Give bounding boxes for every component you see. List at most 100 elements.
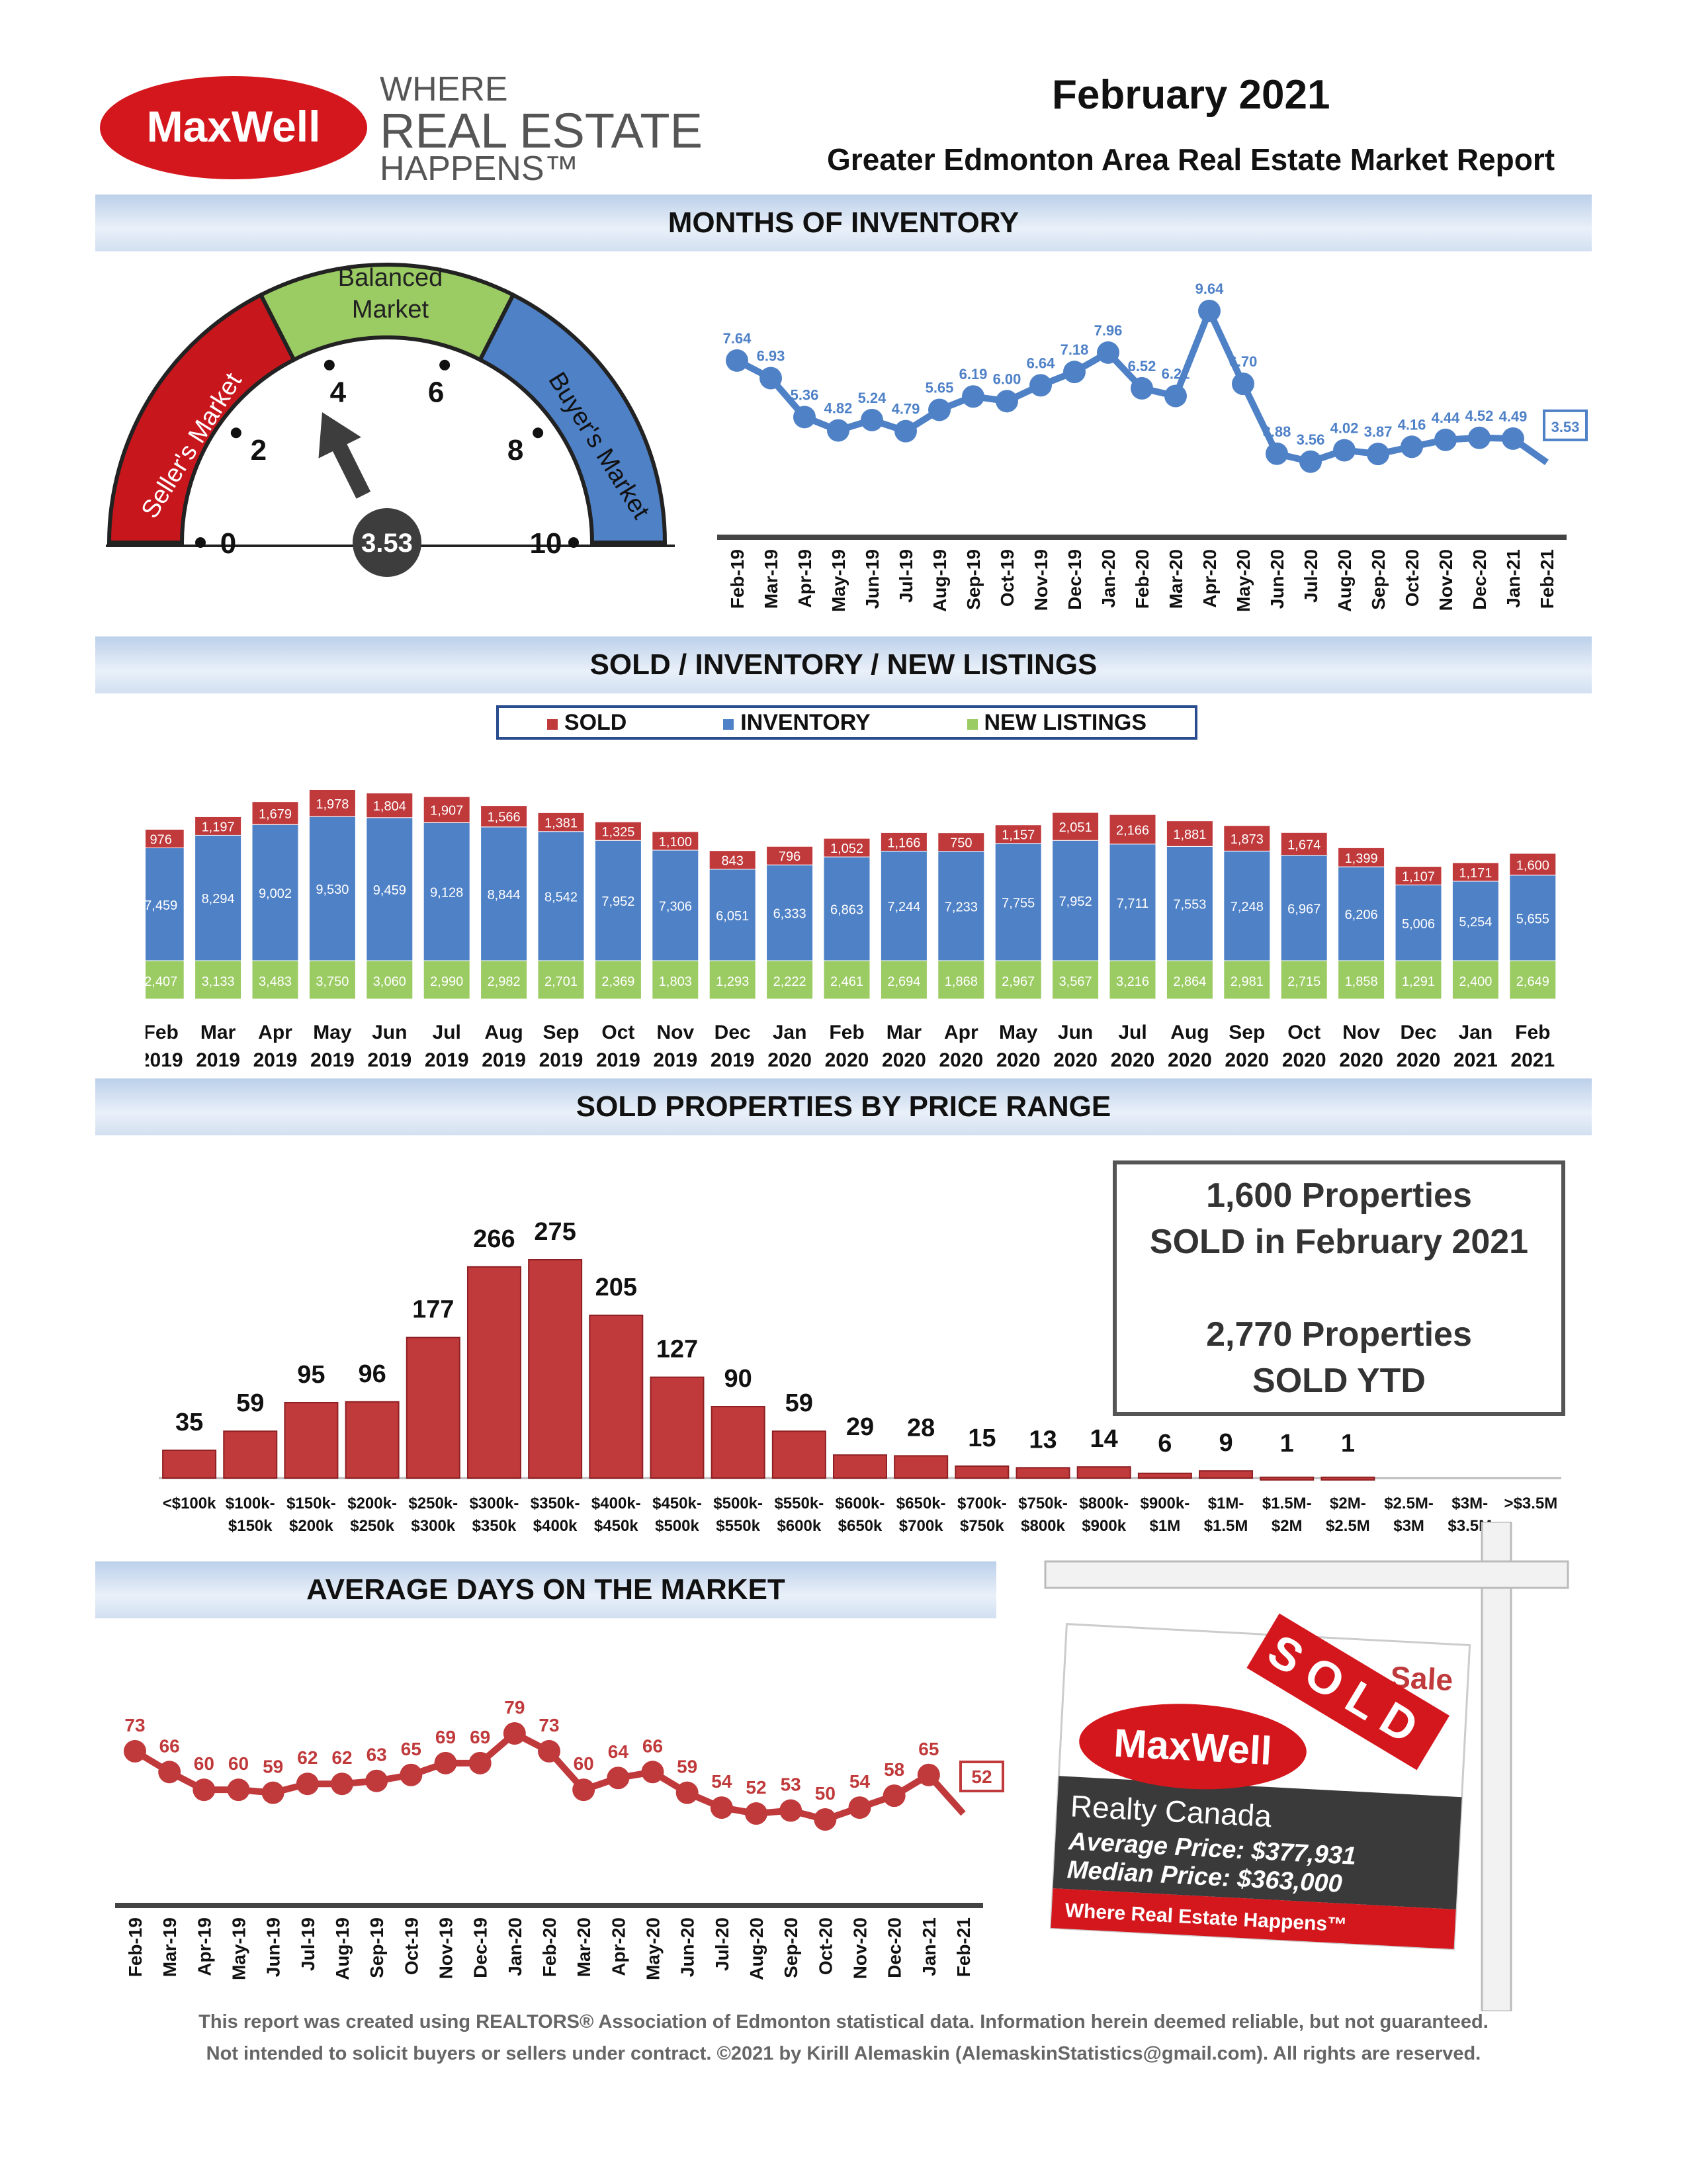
data-point bbox=[296, 1772, 319, 1796]
data-point bbox=[1367, 443, 1389, 466]
data-point bbox=[365, 1769, 388, 1792]
price-bar bbox=[650, 1376, 705, 1479]
bar-segment-inventory bbox=[594, 840, 642, 961]
x-tick-label: Mar-20 bbox=[1166, 549, 1186, 609]
bar-segment-sold bbox=[537, 812, 585, 832]
x-tick-label: Feb-20 bbox=[1132, 549, 1152, 609]
bar-segment-label: 2,369 bbox=[601, 975, 634, 989]
bar-segment-label: 1,052 bbox=[830, 842, 863, 856]
x-tick-label: Sep-20 bbox=[781, 1917, 801, 1978]
x-tick-label: Jan-21 bbox=[1503, 549, 1524, 608]
x-tick-label: Aug-19 bbox=[332, 1917, 353, 1980]
x-tick-year: 2020 bbox=[1168, 1049, 1212, 1071]
bar-segment-label: 2,222 bbox=[773, 975, 806, 989]
data-point bbox=[400, 1763, 423, 1786]
x-tick-month: Dec bbox=[714, 1022, 751, 1043]
x-tick-year: 2020 bbox=[825, 1049, 869, 1071]
x-tick-year: 2019 bbox=[711, 1049, 755, 1071]
data-label: 6.21 bbox=[1162, 365, 1190, 382]
x-tick-label-line1: $350k- bbox=[531, 1495, 580, 1512]
bar-segment-label: 2,694 bbox=[887, 975, 920, 989]
data-label: 62 bbox=[331, 1747, 352, 1768]
bar-segment-sold bbox=[880, 832, 928, 852]
x-tick-label: Mar-19 bbox=[159, 1917, 180, 1977]
x-tick-label: Feb-21 bbox=[1537, 549, 1557, 609]
x-tick-label: Oct-19 bbox=[997, 549, 1017, 607]
data-point bbox=[538, 1739, 560, 1763]
data-label: 65 bbox=[401, 1739, 421, 1759]
bar-segment-inventory bbox=[1109, 844, 1156, 961]
x-tick-month: Aug bbox=[484, 1022, 523, 1043]
data-label: 73 bbox=[124, 1715, 145, 1735]
x-tick-label: Aug-19 bbox=[930, 549, 950, 612]
bar-segment-label: 7,248 bbox=[1231, 900, 1264, 914]
data-label: 79 bbox=[504, 1697, 525, 1718]
gauge-tick-dot bbox=[568, 537, 579, 548]
x-tick-label: Nov-19 bbox=[436, 1917, 456, 1979]
x-tick-label: May-19 bbox=[229, 1917, 249, 1980]
bar-segment-new-listings bbox=[423, 960, 470, 1000]
x-tick-year: 2019 bbox=[367, 1049, 411, 1071]
bar-segment-label: 9,128 bbox=[430, 886, 463, 900]
x-tick-year: 2020 bbox=[1111, 1049, 1155, 1071]
footer-disclaimer: This report was created using REALTORS® … bbox=[198, 2011, 1489, 2032]
x-tick-month: Dec bbox=[1400, 1022, 1436, 1043]
price-bar bbox=[833, 1454, 887, 1479]
x-tick-label-line2: $300k bbox=[411, 1517, 455, 1535]
section-sold-inventory-new-listings: SOLD / INVENTORY / NEW LISTINGS bbox=[95, 636, 1592, 693]
bar-segment-sold bbox=[1109, 814, 1156, 845]
x-tick-label-line1: $650k- bbox=[896, 1495, 946, 1512]
data-point bbox=[759, 367, 782, 390]
data-label: 5.36 bbox=[791, 386, 819, 403]
bar-segment-label: 3,060 bbox=[373, 975, 406, 989]
bar-segment-inventory bbox=[1052, 840, 1100, 961]
gauge-tick-label: 4 bbox=[330, 376, 347, 409]
stats-sold-month-label: SOLD in February 2021 bbox=[1149, 1223, 1529, 1261]
price-bar bbox=[406, 1336, 460, 1479]
data-label: 5.65 bbox=[926, 379, 954, 396]
data-point bbox=[1502, 427, 1524, 450]
bar-segment-new-listings bbox=[1451, 960, 1499, 1000]
bar-segment-label: 7,306 bbox=[659, 900, 692, 914]
bar-segment-label: 3,750 bbox=[316, 975, 349, 989]
x-tick-month: Aug bbox=[1170, 1022, 1209, 1043]
data-point bbox=[1333, 439, 1356, 462]
x-tick-label-line1: $500k- bbox=[713, 1495, 763, 1512]
bar-segment-sold bbox=[1395, 866, 1442, 886]
x-tick-month: Feb bbox=[1515, 1022, 1550, 1043]
bar-segment-sold bbox=[1338, 847, 1385, 867]
gauge-tick-label: 0 bbox=[220, 527, 236, 560]
x-tick-label-line1: $900k- bbox=[1141, 1495, 1190, 1512]
data-label: 69 bbox=[470, 1727, 490, 1747]
legend-label-sold: SOLD bbox=[564, 709, 627, 735]
x-tick-month: Apr bbox=[258, 1022, 292, 1043]
gauge-tick-dot bbox=[439, 359, 451, 371]
data-label: 60 bbox=[228, 1753, 249, 1774]
data-label: 58 bbox=[884, 1759, 904, 1780]
sold-inventory-new-listings-chart: 2,407 7,459 976 Feb 2019 3,133 8,294 1,197 Mar 20… bbox=[146, 789, 1557, 1071]
sold-sign: Sale SOLD MaxWell Realty Canada Average … bbox=[1044, 1522, 1569, 2011]
x-tick-month: Apr bbox=[944, 1022, 978, 1043]
x-tick-year: 2020 bbox=[1225, 1049, 1269, 1071]
x-tick-label: Jun-19 bbox=[862, 549, 883, 609]
bar-segment-new-listings bbox=[146, 960, 185, 1000]
data-point bbox=[861, 408, 883, 431]
x-tick-year: 2019 bbox=[253, 1049, 298, 1071]
price-bar-label: 28 bbox=[907, 1414, 935, 1442]
bar-segment-label: 1,978 bbox=[316, 797, 349, 812]
x-tick-label: Feb-21 bbox=[953, 1917, 974, 1977]
bar-segment-inventory bbox=[1509, 875, 1557, 961]
x-tick-year: 2019 bbox=[146, 1049, 183, 1071]
bar-segment-label: 2,407 bbox=[146, 975, 177, 989]
bar-segment-label: 7,459 bbox=[146, 898, 177, 913]
data-label: 3.88 bbox=[1263, 423, 1291, 440]
x-tick-label: Jul-19 bbox=[896, 549, 916, 603]
x-tick-label-line2: $2M bbox=[1272, 1517, 1303, 1535]
bar-segment-label: 9,002 bbox=[259, 887, 292, 901]
bar-segment-new-listings bbox=[480, 960, 528, 1000]
x-tick-month: Jul bbox=[433, 1022, 461, 1043]
x-tick-label-line1: $3M- bbox=[1451, 1495, 1488, 1512]
data-point bbox=[848, 1796, 871, 1819]
gauge-needle bbox=[318, 412, 371, 499]
x-tick-label: Oct-20 bbox=[1402, 549, 1422, 607]
